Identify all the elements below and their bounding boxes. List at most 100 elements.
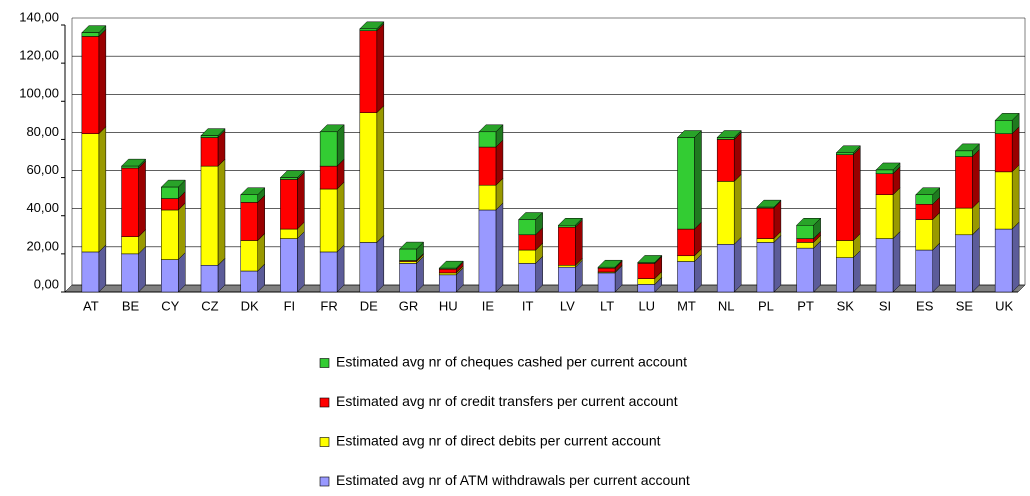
- bar-side: [733, 236, 742, 293]
- bar: [716, 181, 735, 245]
- bar-side: [972, 148, 980, 209]
- bar: [121, 253, 139, 293]
- bar-side: [98, 28, 107, 135]
- bar: [518, 263, 536, 293]
- x-tick-label: HU: [439, 298, 458, 313]
- x-tick-label: SE: [956, 298, 974, 313]
- bar: [716, 137, 735, 140]
- bar: [200, 137, 219, 167]
- x-tick-label: LV: [560, 298, 575, 313]
- legend-label: Estimated avg nr of cheques cashed per c…: [336, 354, 687, 370]
- bar: [240, 194, 258, 203]
- bar-side: [138, 246, 146, 293]
- bar-side: [932, 242, 940, 293]
- bar: [955, 156, 973, 209]
- bar-side: [495, 139, 504, 186]
- bar: [597, 272, 616, 293]
- bar-side: [98, 244, 107, 293]
- bar: [518, 234, 536, 251]
- x-tick-label: MT: [677, 298, 696, 313]
- bar: [836, 257, 854, 293]
- bar: [875, 238, 894, 293]
- bar: [796, 242, 814, 249]
- bar: [955, 234, 973, 293]
- bar-side: [98, 126, 107, 253]
- bar: [994, 171, 1013, 230]
- bar: [796, 238, 814, 243]
- bar: [438, 272, 457, 276]
- bar-side: [336, 181, 345, 253]
- x-tick-label: DK: [241, 298, 259, 313]
- bar: [240, 270, 258, 293]
- legend-label: Estimated avg nr of direct debits per cu…: [336, 433, 661, 449]
- bar: [200, 135, 219, 138]
- bar: [438, 274, 457, 293]
- bar-side: [336, 244, 345, 293]
- bar-side: [773, 234, 782, 293]
- bar: [875, 169, 894, 175]
- bar: [597, 266, 616, 269]
- bar: [518, 249, 536, 264]
- x-tick-label: AT: [83, 298, 99, 313]
- x-tick-label: ES: [916, 298, 934, 313]
- bar: [756, 207, 775, 239]
- bar-side: [495, 202, 504, 293]
- x-tick-label: LT: [600, 298, 614, 313]
- bar-side: [297, 171, 305, 230]
- x-tick-label: UK: [995, 298, 1013, 313]
- legend-label: Estimated avg nr of credit transfers per…: [336, 393, 678, 409]
- bar: [875, 173, 894, 195]
- y-tick-label: 40,00: [26, 200, 59, 215]
- bar-side: [376, 105, 385, 244]
- bar-side: [733, 131, 742, 182]
- bar: [81, 251, 100, 293]
- x-tick-label: IT: [522, 298, 534, 313]
- y-tick-label: 120,00: [19, 48, 59, 63]
- bar: [558, 226, 576, 266]
- bar: [81, 32, 100, 37]
- x-tick-label: BE: [122, 298, 140, 313]
- y-tick-label: 60,00: [26, 162, 59, 177]
- bar: [280, 179, 298, 230]
- bar-side: [1011, 221, 1020, 293]
- bar: [836, 152, 854, 155]
- bar: [161, 259, 179, 293]
- bar: [280, 177, 298, 180]
- bar: [716, 139, 735, 182]
- legend-swatch: [319, 397, 330, 408]
- bar: [677, 261, 695, 293]
- bar-side: [575, 219, 583, 266]
- x-tick-label: SI: [879, 298, 891, 313]
- bar: [478, 131, 497, 148]
- bar: [796, 225, 814, 239]
- bar: [200, 165, 219, 266]
- bar-side: [178, 202, 186, 261]
- y-tick-label: 0,00: [34, 276, 59, 291]
- bar: [359, 242, 378, 293]
- bar: [280, 228, 298, 239]
- bar: [994, 120, 1013, 134]
- bar-side: [297, 230, 305, 293]
- x-tick-label: FI: [284, 298, 296, 313]
- bar: [240, 240, 258, 272]
- bar: [756, 206, 775, 209]
- bar: [319, 131, 338, 167]
- bar: [478, 209, 497, 293]
- bar: [319, 251, 338, 293]
- bar-side: [217, 158, 226, 266]
- bar: [637, 262, 656, 264]
- bar: [121, 165, 139, 169]
- bar: [319, 165, 338, 190]
- bar-side: [1011, 126, 1020, 173]
- bar: [161, 186, 179, 199]
- bar: [81, 133, 100, 253]
- bar: [637, 284, 656, 293]
- bar: [796, 247, 814, 293]
- bar: [994, 228, 1013, 293]
- bar: [677, 255, 695, 262]
- bar: [359, 30, 378, 113]
- bar: [200, 265, 219, 293]
- bar-side: [853, 147, 861, 242]
- bar: [438, 268, 457, 274]
- bar-side: [376, 23, 385, 114]
